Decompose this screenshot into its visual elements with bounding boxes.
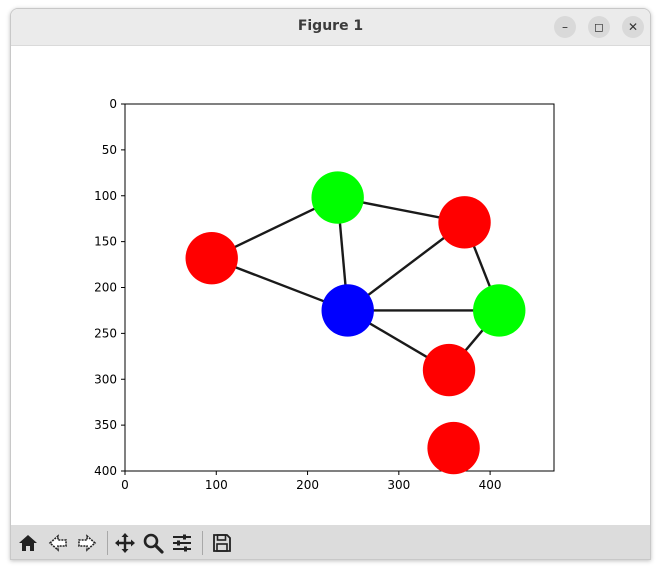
y-tick-label: 100 <box>94 189 117 203</box>
graph-node <box>422 343 476 397</box>
y-tick-label: 200 <box>94 281 117 295</box>
save-button[interactable] <box>209 530 235 556</box>
y-tick-label: 300 <box>94 372 117 386</box>
graph-node <box>473 284 526 337</box>
x-tick-label: 300 <box>387 478 410 492</box>
close-button[interactable]: ✕ <box>622 16 644 38</box>
plot-svg: 0 100 200 300 400 0 50 100 150 200 250 300 350 400 <box>94 97 555 492</box>
graph-node <box>321 284 374 337</box>
y-tick-label: 150 <box>94 235 117 249</box>
y-tick-label: 50 <box>102 143 117 157</box>
maximize-button[interactable]: ◻ <box>588 16 610 38</box>
close-icon: ✕ <box>627 20 639 34</box>
toolbar-separator <box>107 531 108 555</box>
x-tick-label: 400 <box>479 478 502 492</box>
graph-node <box>427 421 480 475</box>
x-tick-label: 200 <box>296 478 319 492</box>
navigation-toolbar <box>11 525 650 559</box>
configure-subplots-icon <box>173 534 191 552</box>
graph-node <box>438 196 491 249</box>
forward-button[interactable] <box>74 530 100 556</box>
back-arrow-icon <box>48 534 67 552</box>
zoom-icon <box>143 533 164 554</box>
home-button[interactable] <box>15 530 41 556</box>
graph-node <box>185 231 238 285</box>
forward-arrow-icon <box>78 534 97 552</box>
y-tick-label: 350 <box>94 418 117 432</box>
y-tick-label: 400 <box>94 464 117 478</box>
maximize-icon: ◻ <box>594 20 604 34</box>
minimize-button[interactable]: – <box>554 16 576 38</box>
graph-node <box>311 171 364 224</box>
title-bar[interactable]: Figure 1 – ◻ ✕ <box>11 9 650 46</box>
figure-canvas[interactable]: 0 100 200 300 400 0 50 100 150 200 250 300 350 400 <box>11 47 650 525</box>
minimize-icon: – <box>562 20 568 34</box>
y-tick-label: 250 <box>94 326 117 340</box>
back-button[interactable] <box>45 530 71 556</box>
x-tick-label: 0 <box>121 478 129 492</box>
window-title: Figure 1 <box>297 18 364 34</box>
figure-window: Figure 1 – ◻ ✕ 0 100 200 300 400 0 50 100 150 200… <box>10 8 651 560</box>
y-tick-label: 0 <box>109 97 117 111</box>
home-icon <box>19 535 37 551</box>
save-icon <box>213 534 231 552</box>
zoom-button[interactable] <box>140 530 166 556</box>
x-tick-label: 100 <box>205 478 228 492</box>
configure-subplots-button[interactable] <box>169 530 195 556</box>
toolbar-separator <box>202 531 203 555</box>
pan-button[interactable] <box>112 530 138 556</box>
pan-icon <box>115 533 135 553</box>
